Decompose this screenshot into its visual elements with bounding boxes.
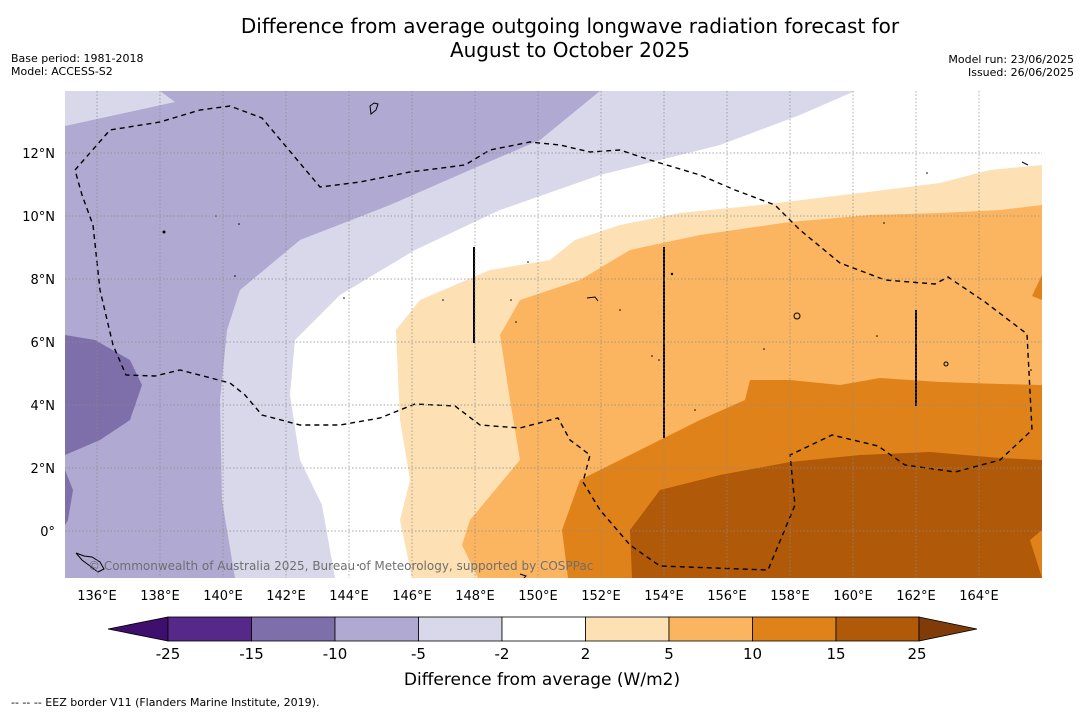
band-minus5-minus2-top-left [65, 91, 175, 126]
lon-label: 150°E [518, 589, 558, 604]
colorbar-swatch [752, 616, 837, 642]
colorbar-tick: 10 [743, 645, 762, 663]
island-dots [162, 172, 1032, 566]
anomaly-field [65, 91, 1042, 578]
lon-label: 160°E [833, 589, 873, 604]
model-run: Model run: 23/06/2025 [948, 53, 1074, 66]
colorbar-tick: 15 [826, 645, 845, 663]
colorbar-swatch [334, 616, 419, 642]
lon-labels: 136°E 138°E 140°E 142°E 144°E 146°E 148°… [77, 589, 999, 604]
lon-label: 140°E [203, 589, 243, 604]
lon-label: 156°E [707, 589, 747, 604]
title-line-2: August to October 2025 [449, 38, 691, 62]
colorbar-tick: -25 [156, 645, 181, 663]
lon-label: 154°E [644, 589, 684, 604]
lon-label: 136°E [77, 589, 117, 604]
band-minus15-minus10-small [65, 470, 73, 525]
colorbar-tick: 25 [907, 645, 926, 663]
meta-left: Base period: 1981-2018 Model: ACCESS-S2 [11, 52, 143, 78]
gridlines [65, 91, 1042, 578]
colorbar-tick: 5 [664, 645, 674, 663]
colorbar-tick: -5 [411, 645, 426, 663]
lat-label: 10°N [22, 210, 55, 225]
islands [75, 102, 1029, 578]
band-15-25 [630, 452, 1042, 578]
band-10-15-edge [1032, 275, 1042, 300]
lat-label: 8°N [31, 273, 56, 288]
colorbar-swatch [668, 616, 753, 642]
copyright-text: © Commonwealth of Australia 2025, Bureau… [88, 559, 593, 573]
colorbar-swatch [835, 616, 920, 642]
lon-label: 142°E [266, 589, 306, 604]
colorbar-swatch [418, 616, 503, 642]
issued-date: Issued: 26/06/2025 [967, 66, 1074, 79]
colorbar-swatch [501, 616, 586, 642]
lon-label: 144°E [329, 589, 369, 604]
lat-labels: 12°N 10°N 8°N 6°N 4°N 2°N 0° [22, 147, 55, 540]
lon-label: 148°E [455, 589, 495, 604]
title-line-1: Difference from average outgoing longwav… [240, 14, 900, 38]
colorbar-tick: -15 [239, 645, 264, 663]
colorbar-extend-high [918, 616, 978, 642]
base-period: Base period: 1981-2018 [11, 52, 144, 65]
lat-label: 2°N [31, 462, 56, 477]
lon-label: 152°E [581, 589, 621, 604]
colorbar [107, 616, 978, 642]
eez-footnote: -- -- -- EEZ border V11 (Flanders Marine… [11, 696, 320, 709]
colorbar-extend-low [107, 616, 169, 642]
colorbar-swatch [167, 616, 252, 642]
lon-label: 146°E [392, 589, 432, 604]
colorbar-swatch [251, 616, 336, 642]
lon-label: 158°E [770, 589, 810, 604]
model-name: Model: ACCESS-S2 [11, 65, 113, 78]
colorbar-swatch [585, 616, 670, 642]
lon-label: 164°E [959, 589, 999, 604]
colorbar-tick: -10 [323, 645, 348, 663]
colorbar-label: Difference from average (W/m2) [404, 670, 680, 690]
colorbar-tick: -2 [495, 645, 510, 663]
lat-label: 12°N [22, 147, 55, 162]
lat-label: 4°N [31, 399, 56, 414]
colorbar-ticks: -25 -15 -10 -5 -2 2 5 10 15 25 [156, 645, 927, 663]
lat-label: 6°N [31, 336, 56, 351]
colorbar-tick: 2 [581, 645, 591, 663]
band-minus15-minus10 [65, 335, 142, 455]
map-title: Difference from average outgoing longwav… [120, 14, 1020, 62]
lon-label: 162°E [896, 589, 936, 604]
meta-right: Model run: 23/06/2025 Issued: 26/06/2025 [948, 53, 1074, 79]
lat-label: 0° [40, 525, 55, 540]
eez-boundary [74, 105, 1033, 571]
lon-label: 138°E [140, 589, 180, 604]
